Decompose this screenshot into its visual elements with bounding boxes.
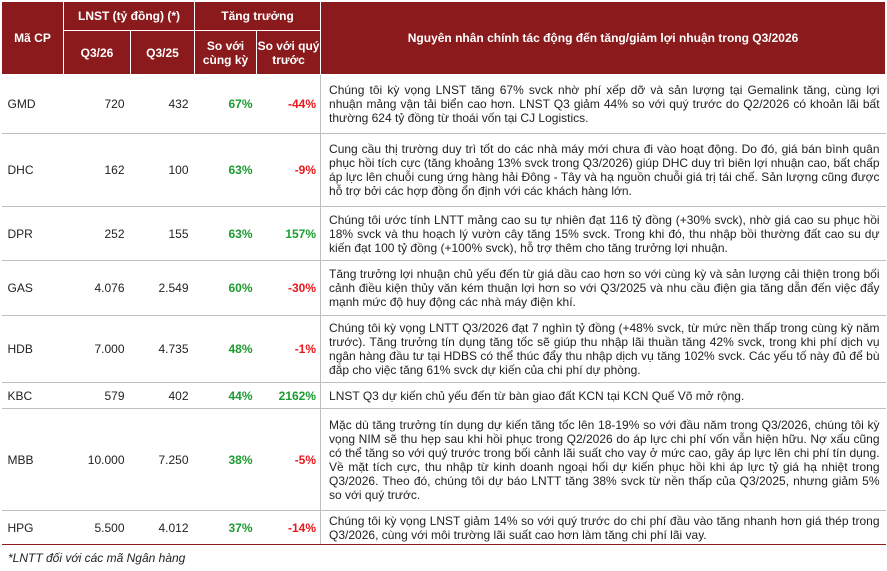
stock-code: DPR [1, 206, 64, 261]
header-yoy: So với cùng kỳ [194, 30, 258, 75]
profit-q3-25: 7.250 [130, 408, 195, 511]
growth-qoq: -30% [256, 260, 321, 316]
profit-q3-26: 162 [63, 133, 131, 207]
stock-code: HDB [1, 315, 64, 383]
table-row: HPG 5.500 4.012 37% -14% Chúng tôi kỳ vọ… [1, 510, 886, 545]
growth-qoq: 2162% [256, 382, 321, 409]
table-row: GMD 720 432 67% -44% Chúng tôi kỳ vọng L… [1, 74, 886, 134]
reason-text: Chúng tôi ước tính LNTT mảng cao su tự n… [320, 206, 886, 261]
growth-yoy: 44% [194, 382, 257, 409]
profit-table: Mã CP LNST (tỷ đồng) (*) Tăng trưởng Ngu… [1, 1, 887, 545]
reason-text: Tăng trưởng lợi nhuận chủ yếu đến từ giá… [320, 260, 886, 316]
growth-qoq: -5% [256, 408, 321, 511]
header-reason: Nguyên nhân chính tác động đến tăng/giảm… [320, 1, 887, 75]
table-row: MBB 10.000 7.250 38% -5% Mặc dù tăng trư… [1, 408, 886, 511]
growth-qoq: -44% [256, 74, 321, 134]
reason-text: Chúng tôi kỳ vọng LNTT Q3/2026 đạt 7 ngh… [320, 315, 886, 383]
header-ma-cp: Mã CP [1, 1, 64, 75]
growth-yoy: 38% [194, 408, 257, 511]
growth-yoy: 60% [194, 260, 257, 316]
header-q3-26: Q3/26 [63, 30, 131, 75]
stock-code: KBC [1, 382, 64, 409]
profit-q3-25: 4.012 [130, 510, 195, 545]
growth-yoy: 63% [194, 133, 257, 207]
table-row: KBC 579 402 44% 2162% LNST Q3 dự kiến ch… [1, 382, 886, 409]
header-lnst: LNST (tỷ đồng) (*) [62, 1, 196, 31]
profit-q3-25: 2.549 [130, 260, 195, 316]
table-row: DHC 162 100 63% -9% Cung cầu thị trường … [1, 133, 886, 207]
profit-q3-26: 10.000 [63, 408, 131, 511]
stock-code: GMD [1, 74, 64, 134]
table-row: HDB 7.000 4.735 48% -1% Chúng tôi kỳ vọn… [1, 315, 886, 383]
reason-text: Cung cầu thị trường duy trì tốt do các n… [320, 133, 886, 207]
profit-q3-26: 720 [63, 74, 131, 134]
profit-q3-25: 100 [130, 133, 195, 207]
profit-q3-25: 4.735 [130, 315, 195, 383]
growth-yoy: 37% [194, 510, 257, 545]
growth-yoy: 63% [194, 206, 257, 261]
profit-q3-25: 402 [130, 382, 195, 409]
reason-text: Chúng tôi kỳ vọng LNST giảm 14% so với q… [320, 510, 886, 545]
header-growth: Tăng trưởng [194, 1, 322, 31]
table-row: DPR 252 155 63% 157% Chúng tôi ước tính … [1, 206, 886, 261]
profit-q3-25: 155 [130, 206, 195, 261]
profit-q3-26: 5.500 [63, 510, 131, 545]
reason-text: Chúng tôi kỳ vọng LNST tăng 67% svck nhờ… [320, 74, 886, 134]
profit-q3-26: 4.076 [63, 260, 131, 316]
profit-q3-26: 252 [63, 206, 131, 261]
growth-qoq: -14% [256, 510, 321, 545]
stock-code: MBB [1, 408, 64, 511]
table-row: GAS 4.076 2.549 60% -30% Tăng trưởng lợi… [1, 260, 886, 316]
profit-q3-25: 432 [130, 74, 195, 134]
stock-code: DHC [1, 133, 64, 207]
profit-q3-26: 7.000 [63, 315, 131, 383]
profit-q3-26: 579 [63, 382, 131, 409]
footnote: *LNTT đối với các mã Ngân hàng [8, 551, 186, 565]
stock-code: GAS [1, 260, 64, 316]
stock-code: HPG [1, 510, 64, 545]
growth-qoq: -1% [256, 315, 321, 383]
reason-text: Mặc dù tăng trưởng tín dụng dự kiến tăng… [320, 408, 886, 511]
header-q3-25: Q3/25 [129, 30, 196, 75]
header-qoq: So với quý trước [256, 30, 322, 75]
reason-text: LNST Q3 dự kiến chủ yếu đến từ bàn giao … [320, 382, 886, 409]
growth-yoy: 48% [194, 315, 257, 383]
growth-qoq: 157% [256, 206, 321, 261]
growth-qoq: -9% [256, 133, 321, 207]
growth-yoy: 67% [194, 74, 257, 134]
